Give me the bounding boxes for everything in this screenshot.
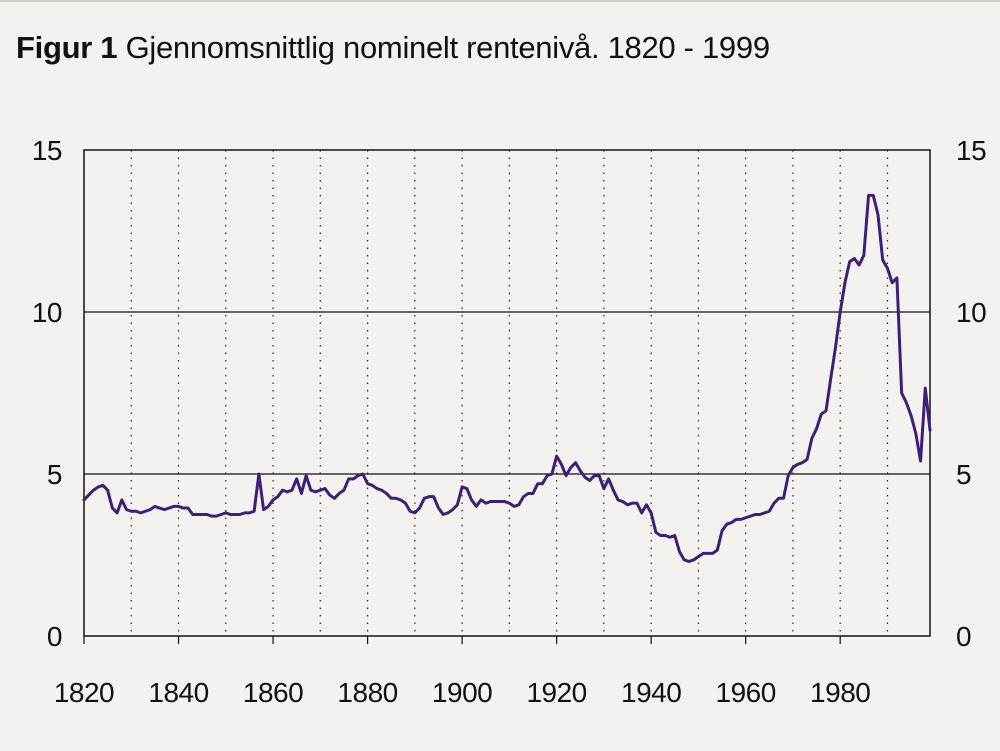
- x-tick-label-1860: 1860: [243, 677, 303, 708]
- horizontal-gridlines: [84, 311, 930, 475]
- y-tick-label-right-10: 10: [956, 297, 986, 328]
- vertical-gridlines: [130, 150, 889, 636]
- x-tick-label-1920: 1920: [526, 677, 586, 708]
- y-tick-label-right-0: 0: [956, 621, 971, 652]
- top-border: [0, 0, 1000, 2]
- plot-frame: [83, 149, 931, 637]
- x-tick-label-1900: 1900: [432, 677, 492, 708]
- y-tick-label-left-5: 5: [47, 459, 62, 490]
- x-tick-label-1840: 1840: [148, 677, 208, 708]
- x-tick-marks: [83, 636, 841, 644]
- y-tick-label-left-15: 15: [32, 135, 62, 166]
- x-tick-label-1940: 1940: [621, 677, 681, 708]
- y-tick-label-right-15: 15: [956, 135, 986, 166]
- x-axis-labels: 1820 1840 1860 1880 1900 1920 1940 1960 1980: [54, 677, 871, 708]
- figure-caption: Gjennomsnittlig nominelt rentenivå. 1820…: [125, 30, 770, 65]
- x-tick-label-1820: 1820: [54, 677, 114, 708]
- x-tick-label-1960: 1960: [716, 677, 776, 708]
- series-line-interest-rate: [82, 193, 932, 563]
- x-tick-label-1980: 1980: [810, 677, 870, 708]
- chart-title: Figur 1 Gjennomsnittlig nominelt renteni…: [16, 30, 770, 66]
- y-tick-label-right-5: 5: [956, 459, 971, 490]
- y-tick-label-left-0: 0: [47, 621, 62, 652]
- y-axis-left-labels: 0 5 10 15: [32, 135, 63, 652]
- y-tick-label-left-10: 10: [32, 297, 62, 328]
- x-tick-label-1880: 1880: [337, 677, 397, 708]
- y-axis-right-labels: 0 5 10 15: [956, 135, 987, 652]
- figure-number: Figur 1: [16, 30, 118, 65]
